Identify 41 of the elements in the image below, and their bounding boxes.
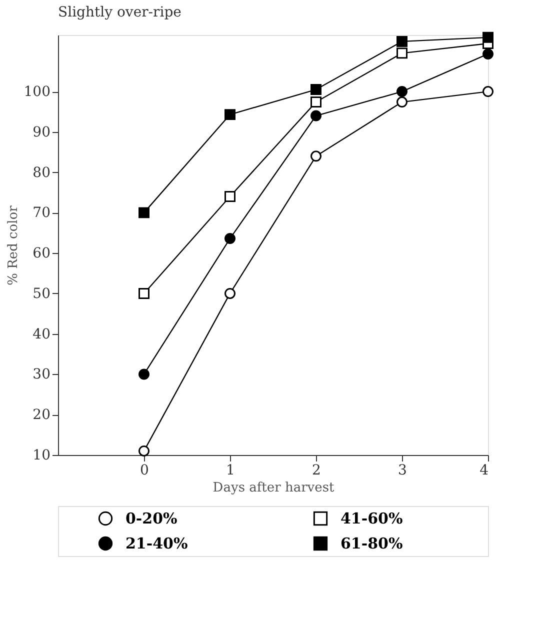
point [138, 368, 150, 380]
y-tick-label: 100 [24, 84, 50, 100]
y-tick-label: 30 [32, 366, 50, 383]
point [224, 288, 236, 299]
y-tick-label: 10 [32, 448, 50, 464]
y-tick-label: 20 [32, 407, 50, 424]
x-tick-label: 2 [312, 462, 321, 478]
x-tick-label: 4 [480, 462, 489, 478]
point [396, 86, 408, 98]
point [482, 48, 494, 60]
x-tick-label: 3 [398, 462, 407, 478]
y-tick-label: 40 [32, 326, 50, 342]
legend-label: 0-20% [126, 510, 178, 528]
point [482, 32, 494, 43]
chart-title: Slightly over-ripe [58, 4, 182, 21]
point [138, 207, 150, 218]
y-tick-label: 90 [32, 124, 50, 140]
point [224, 109, 236, 120]
point [224, 191, 236, 202]
point [310, 84, 322, 96]
y-axis-title: % Red color [6, 204, 21, 286]
y-tick-label: 70 [32, 205, 50, 222]
y-tick-label: 80 [32, 164, 50, 181]
point [310, 96, 322, 108]
point [138, 288, 150, 299]
point [138, 445, 150, 456]
point [310, 110, 322, 122]
point [224, 233, 236, 244]
point [396, 36, 408, 47]
legend-label: 21-40% [126, 534, 188, 552]
legend-label: 61-80% [340, 534, 403, 552]
y-tick-label: 60 [32, 246, 50, 262]
point [396, 96, 408, 108]
point [396, 48, 408, 59]
x-axis-title: Days after harvest [212, 480, 335, 496]
x-tick-label: 1 [226, 462, 235, 478]
x-tick-label: 0 [140, 462, 149, 478]
y-tick-label: 50 [32, 286, 50, 302]
point [482, 86, 494, 98]
legend-label: 41-60% [340, 510, 403, 528]
point [310, 150, 322, 162]
